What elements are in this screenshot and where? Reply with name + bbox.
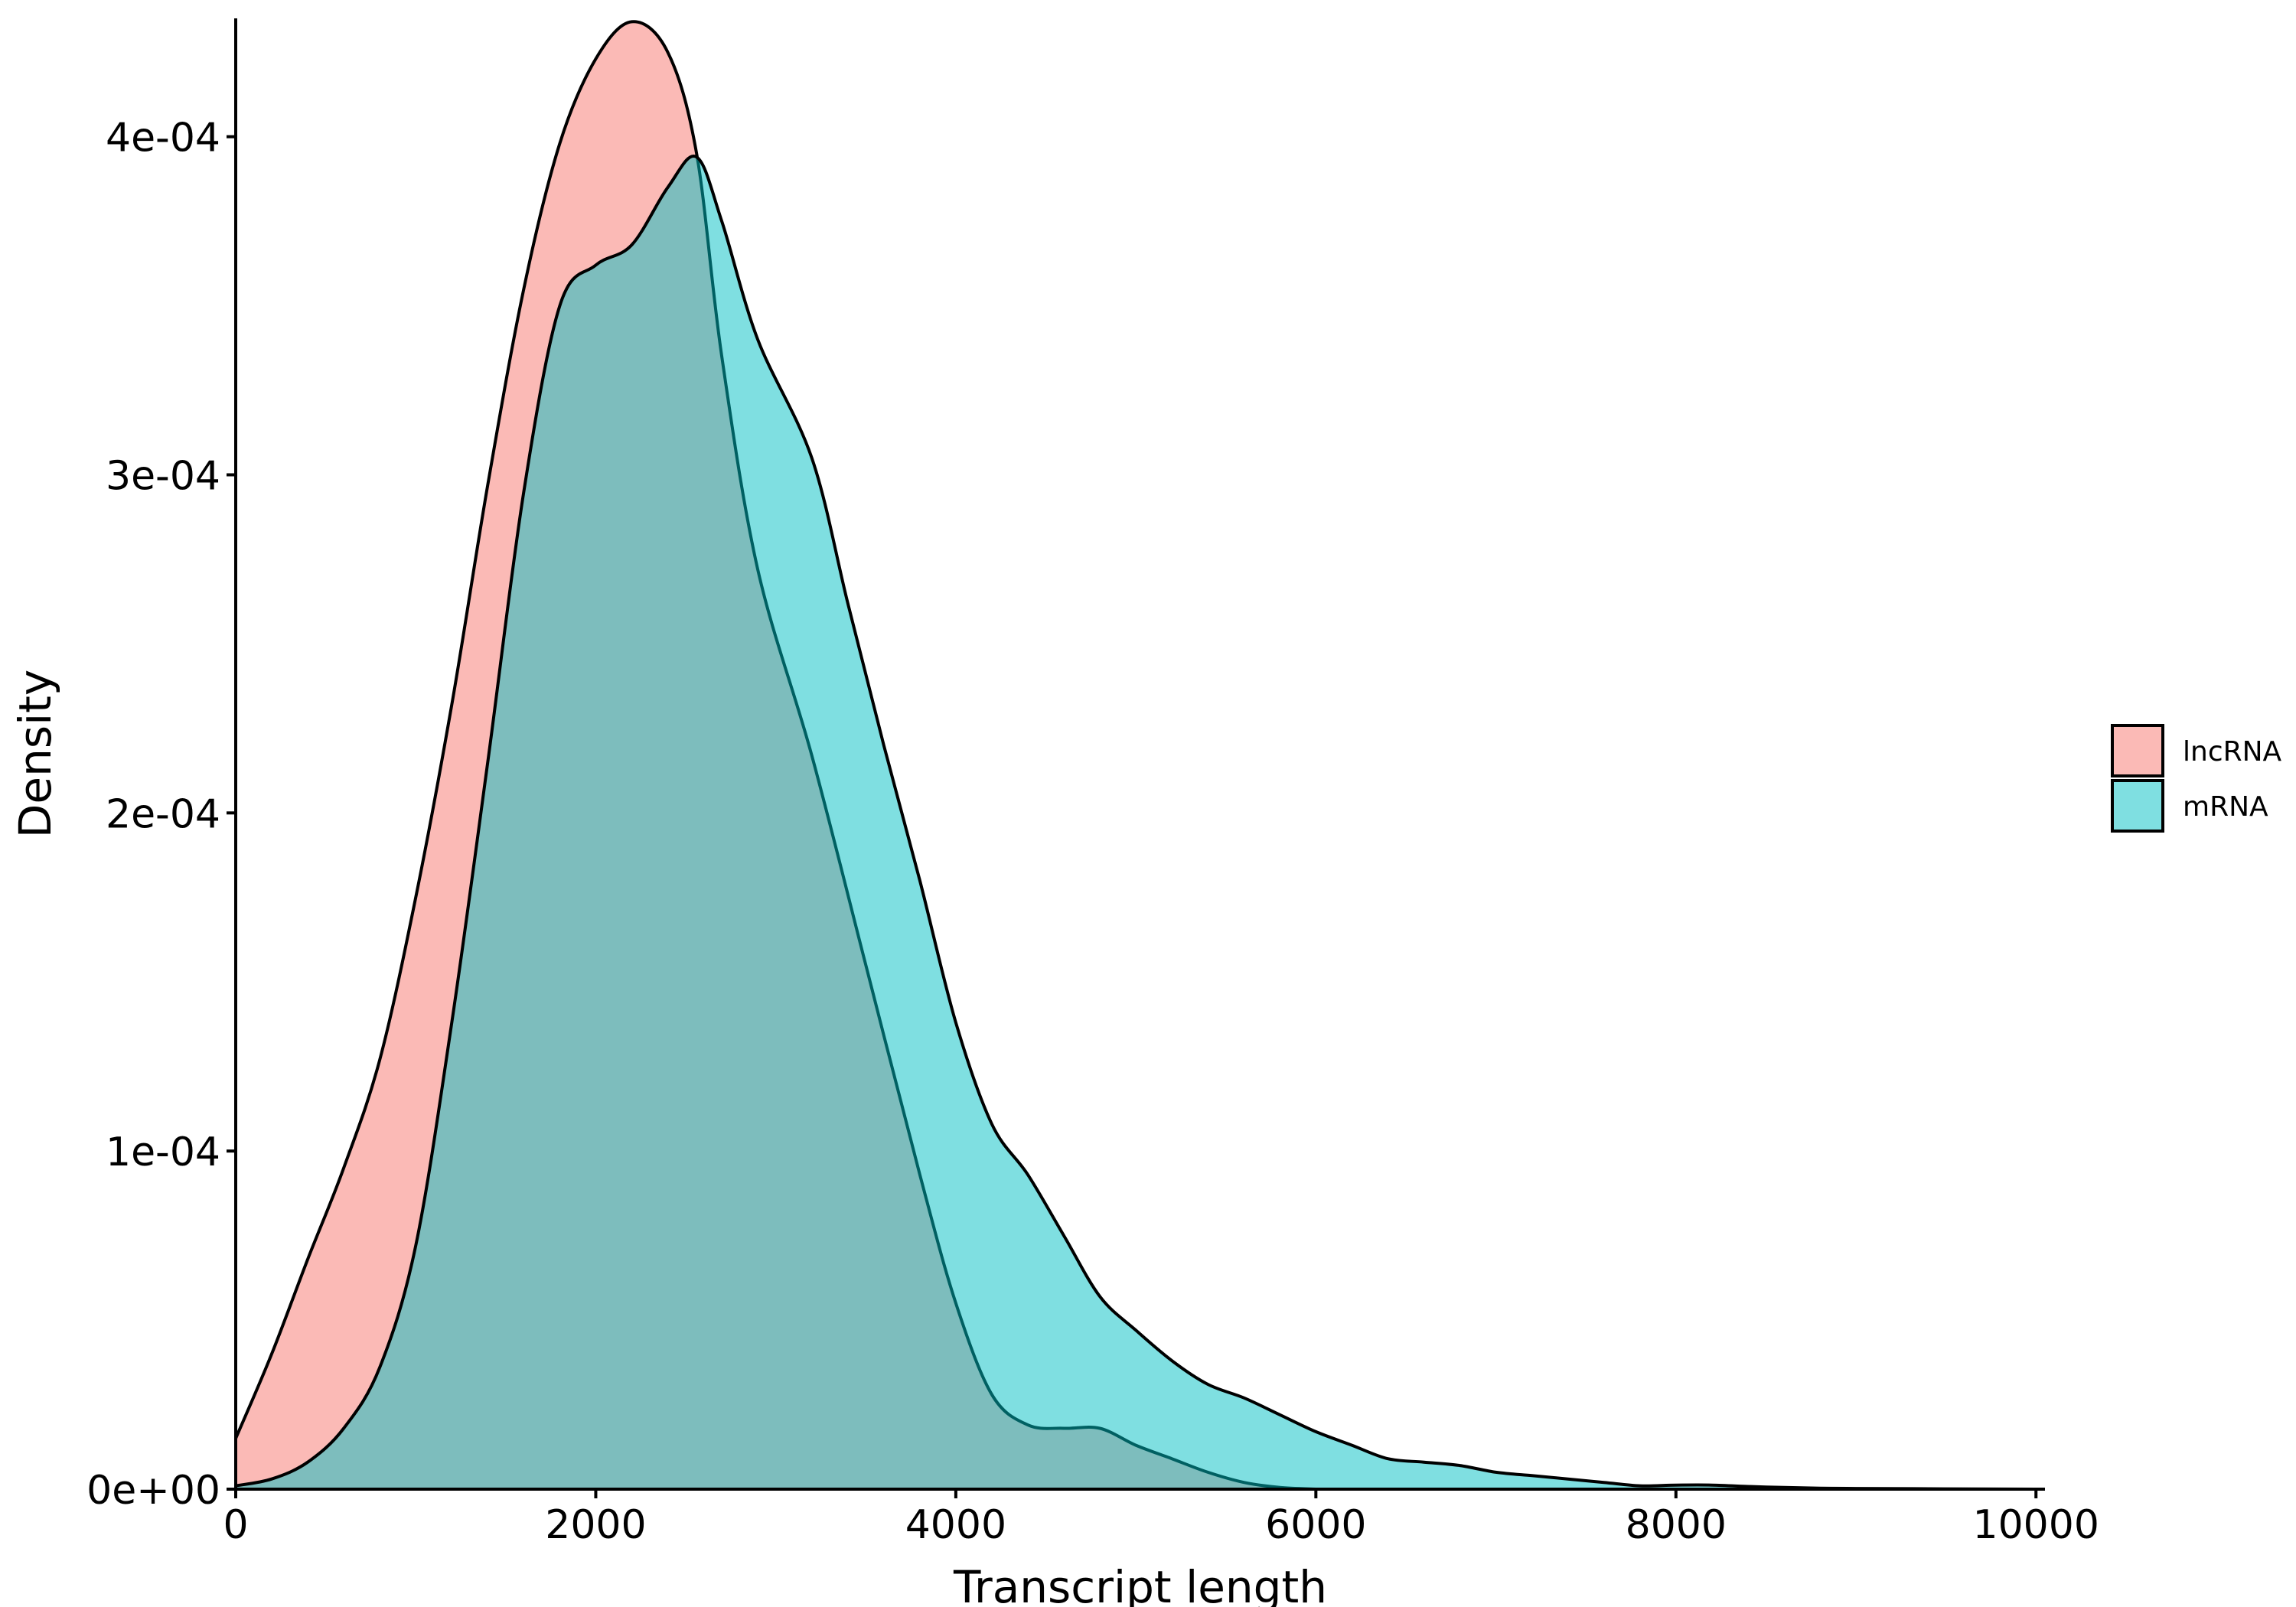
- x-tick-label: 4000: [905, 1502, 1006, 1548]
- y-axis-title: Density: [9, 670, 61, 839]
- y-tick-label: 0e+00: [86, 1468, 220, 1514]
- x-tick-label: 2000: [545, 1502, 646, 1548]
- x-tick-label: 10000: [1973, 1502, 2099, 1548]
- y-tick-label: 1e-04: [106, 1129, 220, 1175]
- x-axis-ticks: 0 2000 4000 6000 8000 10000: [223, 1489, 2099, 1548]
- density-areas: [234, 20, 2038, 1491]
- x-tick-label: 8000: [1626, 1502, 1727, 1548]
- density-area-mrna: [234, 155, 2038, 1491]
- y-tick-label: 4e-04: [106, 116, 220, 161]
- y-tick-label: 3e-04: [106, 453, 220, 499]
- legend: lncRNA mRNA: [2111, 724, 2282, 833]
- axes: [234, 18, 2045, 1491]
- y-tick-label: 2e-04: [106, 791, 220, 837]
- x-tick-label: 6000: [1265, 1502, 1366, 1548]
- legend-key-mrna: [2111, 779, 2164, 833]
- legend-label-lncrna: lncRNA: [2183, 736, 2282, 768]
- legend-label-mrna: mRNA: [2183, 791, 2268, 823]
- y-axis-ticks: 0e+00 1e-04 2e-04 3e-04 4e-04: [86, 116, 236, 1514]
- x-axis-title: Transcript length: [953, 1561, 1327, 1607]
- x-tick-label: 0: [223, 1502, 248, 1548]
- legend-key-lncrna: [2111, 724, 2164, 777]
